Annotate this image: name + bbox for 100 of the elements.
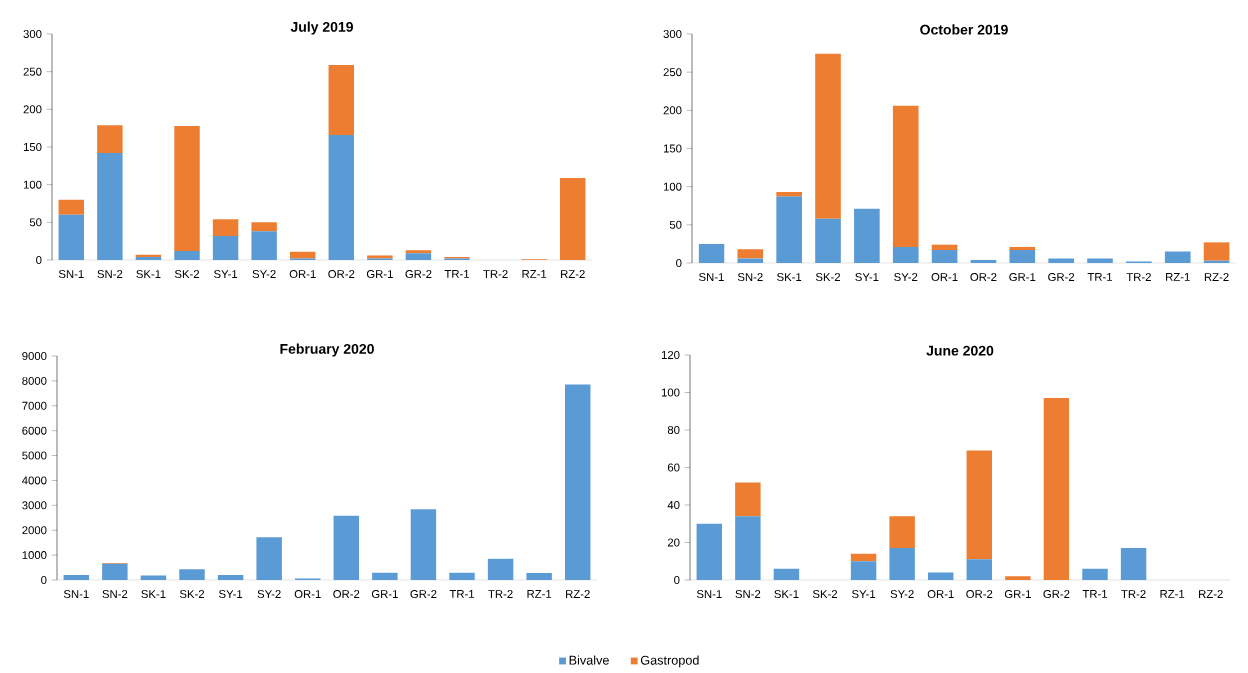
bar	[970, 259, 997, 263]
y-tick-label: 3000	[22, 501, 47, 510]
x-tick-label: GR-2	[405, 270, 432, 279]
y-tick-label: 1000	[22, 551, 47, 560]
bar	[735, 482, 761, 517]
x-tick-label: SN-1	[58, 270, 84, 279]
bar	[735, 516, 761, 580]
bar	[966, 559, 993, 580]
bar	[328, 64, 355, 135]
y-tick-label: 6000	[22, 426, 47, 435]
x-tick-label: SK-2	[179, 590, 205, 599]
y-tick-label: 7000	[22, 401, 47, 410]
y-tick-label: 0	[41, 575, 47, 584]
x-tick-label: SN-1	[696, 590, 722, 599]
x-tick-label: TR-1	[449, 590, 475, 598]
bar	[449, 572, 475, 580]
y-tick-label: 300	[663, 29, 682, 38]
bar	[256, 537, 282, 580]
x-tick-label: GR-1	[1004, 590, 1031, 599]
x-tick-label: RZ-1	[1160, 590, 1185, 598]
y-tick-label: 0	[676, 258, 682, 267]
y-tick-label: 0	[674, 575, 680, 584]
x-tick-label: GR-1	[366, 270, 393, 279]
bar	[102, 563, 128, 580]
x-tick-label: OR-2	[333, 590, 360, 599]
chart-title: June 2020	[926, 345, 994, 356]
x-tick-label: TR-2	[483, 270, 508, 278]
x-tick-label: OR-1	[931, 273, 958, 282]
x-tick-label: GR-2	[1048, 273, 1075, 282]
bar	[251, 231, 277, 260]
bar	[328, 134, 355, 260]
y-tick-label: 0	[36, 255, 42, 264]
x-tick-label: GR-1	[1009, 273, 1036, 282]
bar	[174, 125, 200, 251]
bar	[1005, 576, 1031, 580]
bar	[212, 219, 239, 236]
x-tick-label: TR-2	[1121, 590, 1146, 598]
x-tick-label: SK-2	[174, 270, 200, 279]
bar	[737, 258, 764, 263]
x-tick-label: GR-1	[371, 590, 398, 599]
bar	[1164, 251, 1191, 263]
bar	[815, 218, 841, 263]
bar	[372, 572, 398, 580]
x-tick-label: TR-2	[488, 590, 513, 598]
x-tick-label: SN-1	[63, 590, 89, 599]
bar	[1082, 568, 1108, 580]
bar	[737, 249, 764, 259]
y-tick-label: 9000	[22, 351, 47, 360]
y-tick-label: 250	[23, 67, 42, 76]
x-tick-label: SK-1	[777, 273, 802, 282]
bar	[487, 558, 514, 580]
x-tick-label: GR-2	[410, 590, 437, 599]
x-tick-label: RZ-1	[522, 270, 547, 278]
bar	[1087, 258, 1113, 263]
x-tick-label: RZ-2	[566, 590, 590, 598]
y-tick-label: 2000	[22, 526, 47, 535]
x-tick-label: SN-2	[737, 273, 763, 282]
bar	[815, 53, 841, 219]
x-tick-label: SY-1	[214, 270, 238, 279]
x-tick-label: GR-2	[1043, 590, 1070, 599]
bar	[892, 246, 919, 263]
y-tick-label: 100	[663, 182, 682, 191]
bar	[212, 235, 239, 260]
y-tick-label: 150	[23, 142, 42, 151]
y-tick-label: 250	[663, 68, 682, 77]
bar	[526, 573, 552, 580]
x-tick-label: RZ-2	[561, 270, 585, 278]
x-tick-label: SY-1	[852, 590, 876, 599]
x-tick-label: SK-1	[141, 590, 166, 599]
y-tick-label: 4000	[22, 476, 47, 485]
bar	[560, 177, 586, 260]
legend-label: Gastropod	[640, 655, 699, 668]
x-tick-label: OR-1	[289, 270, 316, 279]
bar	[696, 523, 723, 580]
bar	[333, 515, 360, 580]
x-tick-label: SK-2	[812, 590, 838, 599]
x-tick-label: TR-1	[1087, 273, 1113, 281]
y-tick-label: 120	[661, 350, 680, 359]
x-tick-label: SK-2	[815, 273, 841, 282]
chart-title: February 2020	[280, 343, 374, 357]
x-tick-label: TR-1	[444, 270, 470, 278]
y-tick-label: 300	[23, 29, 42, 38]
bar	[966, 450, 993, 560]
x-tick-label: OR-2	[328, 270, 355, 279]
bar	[410, 509, 437, 580]
bar	[892, 105, 919, 247]
y-tick-label: 200	[663, 106, 682, 115]
x-tick-label: TR-2	[1126, 273, 1151, 281]
bar	[63, 575, 90, 580]
bar	[927, 572, 954, 580]
bar	[776, 196, 802, 263]
y-tick-label: 5000	[22, 451, 47, 460]
bar	[174, 250, 200, 260]
x-tick-label: SK-1	[774, 590, 799, 599]
bar	[179, 569, 205, 580]
x-tick-label: OR-1	[927, 590, 954, 599]
bar	[931, 250, 958, 263]
x-tick-label: SY-1	[855, 273, 879, 282]
bar	[931, 244, 958, 251]
y-tick-label: 150	[663, 144, 682, 153]
